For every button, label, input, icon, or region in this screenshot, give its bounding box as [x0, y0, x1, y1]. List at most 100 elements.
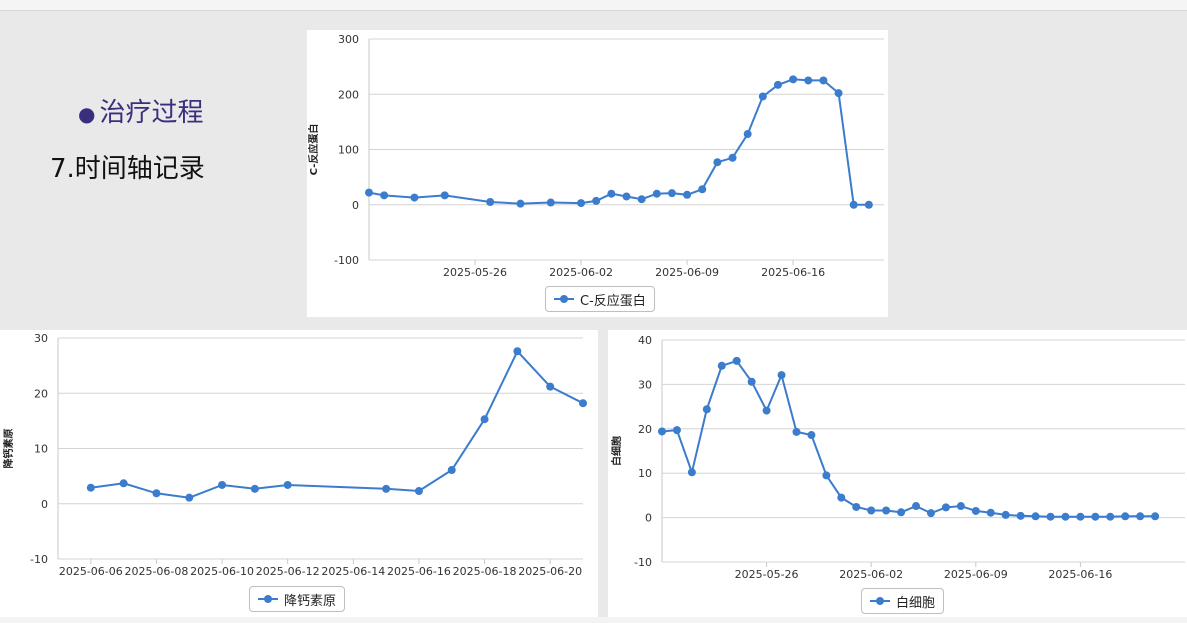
- data-point[interactable]: [743, 130, 752, 139]
- x-tick-label: 2025-06-09: [655, 266, 719, 279]
- bullet-heading: ● 治疗过程: [78, 92, 203, 129]
- pct-legend[interactable]: 降钙素原: [249, 586, 346, 612]
- data-point[interactable]: [414, 487, 423, 496]
- legend-line-marker-icon: [258, 594, 278, 604]
- bottom-strip: [0, 617, 1187, 623]
- data-point[interactable]: [1061, 512, 1070, 521]
- data-point[interactable]: [1001, 510, 1010, 519]
- data-point[interactable]: [365, 188, 373, 197]
- data-point[interactable]: [382, 484, 391, 493]
- data-point[interactable]: [698, 185, 707, 194]
- data-point[interactable]: [1091, 512, 1100, 521]
- data-point[interactable]: [1121, 512, 1130, 521]
- x-tick-label: 2025-06-18: [453, 565, 517, 578]
- wbc-legend[interactable]: 白细胞: [861, 588, 945, 614]
- data-point[interactable]: [789, 75, 798, 84]
- x-tick-label: 2025-06-14: [321, 565, 385, 578]
- data-point[interactable]: [867, 506, 876, 515]
- data-point[interactable]: [956, 502, 965, 511]
- crp-chart-panel: -100 0 100 200 300 2025-05-26 2025-06-02 2025-0…: [307, 30, 888, 317]
- data-point[interactable]: [683, 190, 692, 199]
- data-point[interactable]: [687, 468, 696, 477]
- data-point[interactable]: [283, 480, 292, 489]
- x-tick-label: 2025-06-12: [256, 565, 320, 578]
- wbc-chart: -10 0 10 20 30 40 2025-05-26 2025-06-02 2025-06-…: [610, 334, 1185, 581]
- x-tick-label: 2025-06-16: [761, 266, 825, 279]
- x-tick-label: 2025-05-26: [443, 266, 507, 279]
- data-point[interactable]: [849, 200, 858, 209]
- data-point[interactable]: [447, 466, 456, 475]
- pct-chart-panel: -10 0 10 20 30 2025-06-06 2025-06-08 2025-06-10…: [0, 330, 598, 617]
- data-point[interactable]: [546, 382, 555, 391]
- data-point[interactable]: [592, 196, 601, 205]
- data-point[interactable]: [941, 503, 950, 512]
- data-point[interactable]: [926, 509, 935, 518]
- y-tick-label: 300: [338, 33, 359, 46]
- data-point[interactable]: [852, 502, 861, 511]
- data-point[interactable]: [250, 484, 259, 493]
- data-point[interactable]: [622, 192, 631, 201]
- data-point[interactable]: [86, 483, 95, 492]
- x-tick-label: 2025-06-16: [1048, 568, 1112, 581]
- y-tick-label: 0: [352, 199, 359, 212]
- data-point[interactable]: [1076, 512, 1085, 521]
- data-point[interactable]: [185, 493, 194, 502]
- data-point[interactable]: [837, 493, 846, 502]
- data-point[interactable]: [986, 508, 995, 517]
- data-point[interactable]: [777, 371, 786, 380]
- crp-legend[interactable]: C-反应蛋白: [545, 286, 655, 312]
- y-tick-label: 40: [638, 334, 652, 347]
- data-point[interactable]: [713, 158, 722, 167]
- data-point[interactable]: [577, 199, 586, 208]
- data-point[interactable]: [513, 347, 522, 356]
- data-point[interactable]: [480, 415, 489, 424]
- data-point[interactable]: [758, 92, 767, 101]
- data-point[interactable]: [579, 399, 587, 408]
- wbc-legend-label: 白细胞: [896, 595, 936, 611]
- x-tick-label: 2025-06-06: [59, 565, 123, 578]
- data-point[interactable]: [792, 427, 801, 436]
- data-point[interactable]: [410, 193, 419, 202]
- data-point[interactable]: [1106, 512, 1115, 521]
- data-point[interactable]: [728, 153, 737, 162]
- data-point[interactable]: [119, 479, 128, 488]
- data-point[interactable]: [672, 426, 681, 435]
- data-point[interactable]: [882, 506, 891, 515]
- y-tick-label: 20: [638, 423, 652, 436]
- data-point[interactable]: [971, 506, 980, 515]
- data-point[interactable]: [607, 189, 616, 198]
- data-point[interactable]: [702, 405, 711, 414]
- data-point[interactable]: [1016, 511, 1025, 520]
- data-point[interactable]: [822, 471, 831, 480]
- data-point[interactable]: [152, 489, 161, 498]
- data-point[interactable]: [864, 200, 873, 209]
- series-line: [368, 78, 869, 206]
- data-point[interactable]: [667, 189, 676, 198]
- data-point[interactable]: [1046, 512, 1055, 521]
- data-point[interactable]: [732, 356, 741, 365]
- data-point[interactable]: [834, 89, 843, 98]
- data-point[interactable]: [637, 195, 646, 204]
- data-point[interactable]: [486, 197, 495, 206]
- data-point[interactable]: [380, 191, 389, 200]
- data-point[interactable]: [546, 198, 555, 207]
- data-point[interactable]: [804, 76, 813, 85]
- data-point[interactable]: [807, 431, 816, 440]
- data-point[interactable]: [912, 502, 921, 511]
- data-point[interactable]: [1031, 512, 1040, 521]
- data-point[interactable]: [440, 191, 449, 200]
- data-point[interactable]: [658, 427, 666, 436]
- data-point[interactable]: [1136, 512, 1145, 521]
- data-point[interactable]: [717, 361, 726, 370]
- data-point[interactable]: [773, 80, 782, 89]
- data-point[interactable]: [1151, 512, 1160, 521]
- data-point[interactable]: [762, 406, 771, 415]
- x-tick-label: 2025-06-20: [518, 565, 582, 578]
- data-point[interactable]: [516, 199, 525, 208]
- data-point[interactable]: [652, 189, 661, 198]
- data-point[interactable]: [218, 480, 227, 489]
- data-point[interactable]: [747, 377, 756, 386]
- crp-chart: -100 0 100 200 300 2025-05-26 2025-06-02 2025-0…: [307, 33, 884, 279]
- data-point[interactable]: [897, 508, 906, 517]
- data-point[interactable]: [819, 76, 828, 85]
